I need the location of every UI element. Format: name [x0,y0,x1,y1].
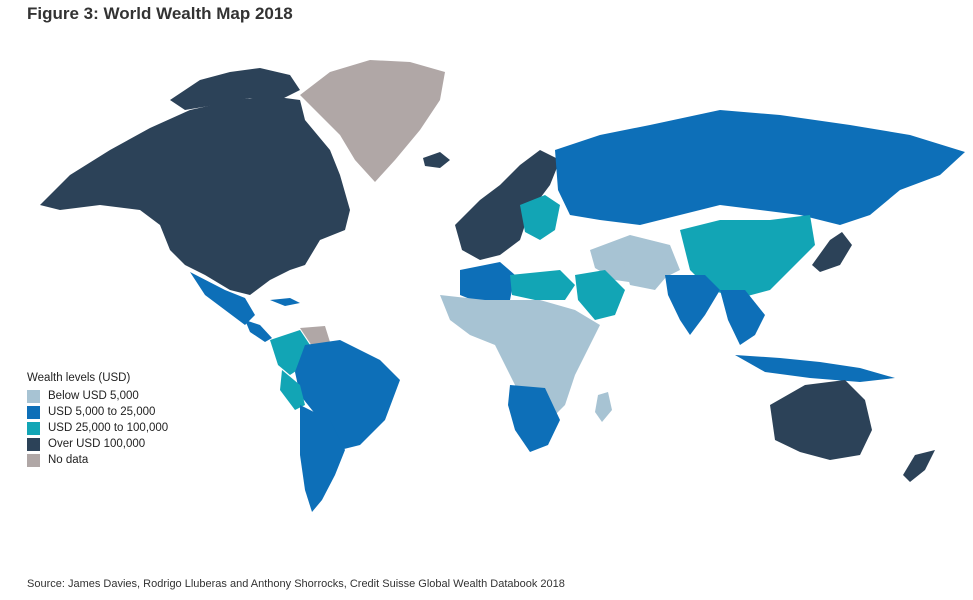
legend-item-over-100000: Over USD 100,000 [27,436,168,452]
region-india[interactable] [665,275,720,335]
region-peru[interactable] [280,370,305,410]
legend-swatch [27,405,40,419]
region-new-zealand[interactable] [903,450,935,482]
legend-swatch [27,453,40,467]
legend-label: USD 5,000 to 25,000 [48,406,156,418]
figure-title: Figure 3: World Wealth Map 2018 [27,4,293,23]
legend-title: Wealth levels (USD) [27,372,131,384]
legend-item-25000-100000: USD 25,000 to 100,000 [27,420,168,436]
region-libya-egypt[interactable] [510,270,575,300]
region-indonesia[interactable] [735,355,895,382]
legend-item-no-data: No data [27,452,168,468]
region-north-america[interactable] [40,96,350,295]
legend-item-5000-25000: USD 5,000 to 25,000 [27,404,168,420]
legend-swatch [27,389,40,403]
region-greenland[interactable] [300,60,445,182]
legend-label: No data [48,454,89,466]
legend: Wealth levels (USD) Below USD 5,000 USD … [27,372,168,468]
region-north-africa[interactable] [460,262,515,305]
legend-label: Below USD 5,000 [48,390,139,402]
region-japan[interactable] [812,232,852,272]
legend-swatch [27,437,40,451]
region-brazil[interactable] [295,340,400,450]
region-sub-saharan-africa[interactable] [440,295,600,425]
region-venezuela[interactable] [300,326,330,346]
region-russia[interactable] [555,110,965,225]
region-southern-cone[interactable] [300,405,345,512]
source-note: Source: James Davies, Rodrigo Lluberas a… [27,578,565,590]
region-southern-africa[interactable] [508,385,560,452]
legend-label: Over USD 100,000 [48,438,146,450]
region-iceland[interactable] [423,152,450,168]
region-australia[interactable] [770,380,872,460]
region-central-america[interactable] [245,320,272,342]
region-caribbean[interactable] [270,298,300,306]
region-western-europe[interactable] [455,150,560,260]
region-madagascar[interactable] [595,392,612,422]
region-arctic-islands[interactable] [170,68,300,110]
region-southeast-asia[interactable] [720,290,765,345]
legend-swatch [27,421,40,435]
legend-item-below-5000: Below USD 5,000 [27,388,168,404]
region-mexico[interactable] [190,272,255,325]
region-middle-east[interactable] [575,270,625,320]
region-eastern-europe[interactable] [520,195,560,240]
region-china[interactable] [680,215,815,298]
region-iran[interactable] [620,250,672,290]
legend-label: USD 25,000 to 100,000 [48,422,169,434]
